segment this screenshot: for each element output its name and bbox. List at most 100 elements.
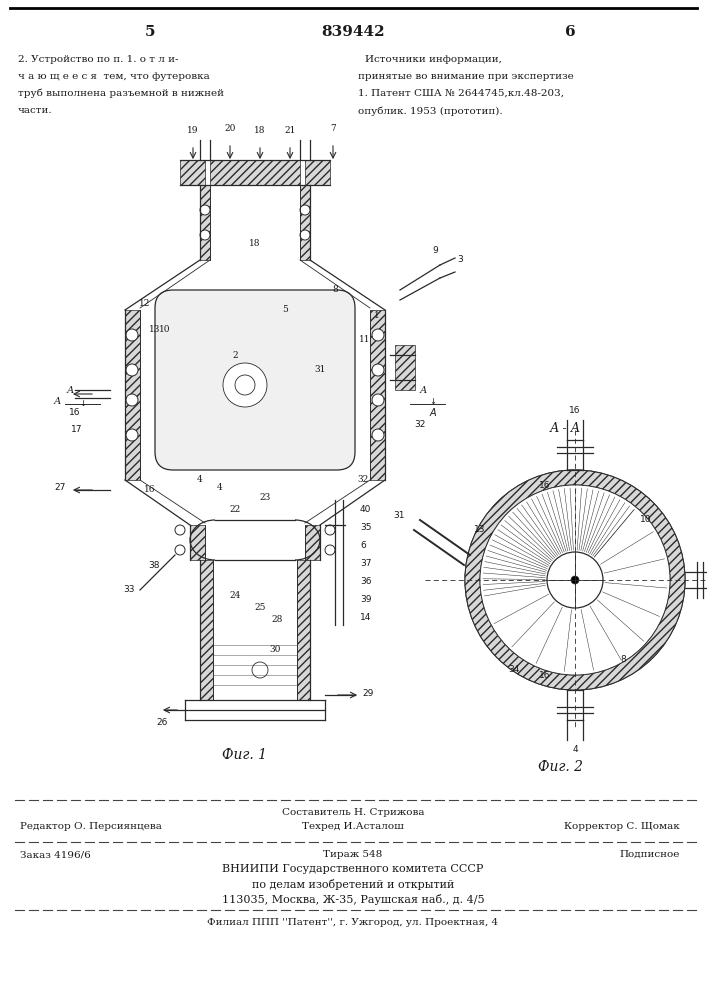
- Text: А: А: [430, 408, 436, 418]
- Circle shape: [126, 329, 138, 341]
- Text: 32: 32: [357, 476, 368, 485]
- Circle shape: [372, 329, 384, 341]
- Text: 16: 16: [569, 406, 580, 415]
- Text: 16: 16: [69, 408, 81, 417]
- Text: 1. Патент США № 2644745,кл.48-203,: 1. Патент США № 2644745,кл.48-203,: [358, 89, 564, 98]
- Text: 27: 27: [54, 483, 66, 491]
- Text: части.: части.: [18, 106, 52, 115]
- Text: А: А: [66, 386, 74, 395]
- Text: Источники информации,: Источники информации,: [365, 55, 502, 64]
- Bar: [300, 185, 310, 260]
- Text: 33: 33: [124, 585, 135, 594]
- Text: Тираж 548: Тираж 548: [323, 850, 382, 859]
- Bar: [180, 160, 205, 185]
- Text: 34: 34: [508, 666, 520, 674]
- FancyBboxPatch shape: [155, 290, 355, 470]
- Text: Филиал ППП ''Патент'', г. Ужгород, ул. Проектная, 4: Филиал ППП ''Патент'', г. Ужгород, ул. П…: [207, 918, 498, 927]
- Text: 37: 37: [360, 560, 371, 568]
- Text: Заказ 4196/6: Заказ 4196/6: [20, 850, 90, 859]
- Circle shape: [126, 394, 138, 406]
- Text: Подписное: Подписное: [619, 850, 680, 859]
- Text: 24: 24: [229, 590, 240, 599]
- Circle shape: [325, 545, 335, 555]
- Text: 11: 11: [359, 336, 370, 344]
- Text: 4: 4: [217, 484, 223, 492]
- Text: 39: 39: [360, 595, 371, 604]
- Bar: [395, 345, 415, 390]
- Circle shape: [223, 363, 267, 407]
- Text: 36: 36: [360, 578, 371, 586]
- Text: Фиг. 2: Фиг. 2: [537, 760, 583, 774]
- Bar: [125, 310, 140, 480]
- Circle shape: [480, 485, 670, 675]
- Text: 5: 5: [282, 306, 288, 314]
- Text: ↓: ↓: [429, 397, 436, 406]
- Text: 113035, Москва, Ж-35, Раушская наб., д. 4/5: 113035, Москва, Ж-35, Раушская наб., д. …: [222, 894, 484, 905]
- Text: 8: 8: [332, 286, 338, 294]
- Text: 18: 18: [255, 126, 266, 135]
- Text: Фиг. 1: Фиг. 1: [223, 748, 267, 762]
- Text: 1: 1: [374, 310, 380, 320]
- Text: Корректор С. Щомак: Корректор С. Щомак: [564, 822, 680, 831]
- Circle shape: [200, 230, 210, 240]
- Text: ↓: ↓: [79, 398, 86, 408]
- Text: Техред И.Асталош: Техред И.Асталош: [302, 822, 404, 831]
- Circle shape: [175, 545, 185, 555]
- Text: 16: 16: [144, 486, 156, 494]
- Circle shape: [235, 375, 255, 395]
- Bar: [190, 525, 205, 560]
- Text: 35: 35: [360, 524, 371, 532]
- Text: ч а ю щ е е с я  тем, что футеровка: ч а ю щ е е с я тем, что футеровка: [18, 72, 210, 81]
- Text: 5: 5: [145, 25, 156, 39]
- Circle shape: [465, 470, 685, 690]
- Text: 14: 14: [360, 613, 371, 622]
- Text: 6: 6: [360, 542, 366, 550]
- Text: 28: 28: [271, 615, 283, 624]
- Text: 23: 23: [259, 493, 271, 502]
- Bar: [305, 160, 330, 185]
- Text: 19: 19: [187, 126, 199, 135]
- Circle shape: [200, 205, 210, 215]
- Text: А: А: [53, 397, 61, 406]
- Text: 839442: 839442: [321, 25, 385, 39]
- Bar: [200, 560, 213, 700]
- Circle shape: [372, 429, 384, 441]
- Text: по делам изобретений и открытий: по делам изобретений и открытий: [252, 879, 454, 890]
- Text: 32: 32: [414, 420, 426, 429]
- Text: 13: 13: [474, 526, 485, 534]
- Circle shape: [372, 394, 384, 406]
- Text: 2. Устройство по п. 1. о т л и-: 2. Устройство по п. 1. о т л и-: [18, 55, 178, 64]
- Bar: [200, 185, 210, 260]
- Bar: [297, 560, 310, 700]
- Text: 31: 31: [394, 510, 405, 520]
- Text: труб выполнена разъемной в нижней: труб выполнена разъемной в нижней: [18, 89, 224, 99]
- Text: 25: 25: [255, 603, 266, 612]
- Text: принятые во внимание при экспертизе: принятые во внимание при экспертизе: [358, 72, 574, 81]
- Text: 26: 26: [156, 718, 168, 727]
- Text: А: А: [419, 386, 427, 395]
- Circle shape: [547, 552, 603, 608]
- Text: 4: 4: [197, 476, 203, 485]
- Text: Редактор О. Персиянцева: Редактор О. Персиянцева: [20, 822, 162, 831]
- Circle shape: [571, 576, 579, 584]
- Text: 3: 3: [457, 255, 463, 264]
- Text: 16: 16: [539, 670, 550, 680]
- Text: 21: 21: [284, 126, 296, 135]
- Text: ВНИИПИ Государственного комитета СССР: ВНИИПИ Государственного комитета СССР: [222, 864, 484, 874]
- Text: 40: 40: [360, 506, 371, 514]
- Text: 4: 4: [572, 745, 578, 754]
- Text: 10: 10: [159, 326, 171, 334]
- Circle shape: [126, 429, 138, 441]
- Text: 18: 18: [250, 238, 261, 247]
- Text: 7: 7: [330, 124, 336, 133]
- Bar: [210, 160, 300, 185]
- Circle shape: [372, 364, 384, 376]
- Text: 8: 8: [620, 656, 626, 664]
- Text: А - А: А - А: [549, 422, 580, 435]
- Bar: [305, 525, 320, 560]
- Text: 29: 29: [362, 688, 373, 698]
- Circle shape: [300, 230, 310, 240]
- Text: 16: 16: [539, 481, 550, 489]
- Text: 12: 12: [139, 298, 151, 308]
- Text: 13: 13: [149, 326, 160, 334]
